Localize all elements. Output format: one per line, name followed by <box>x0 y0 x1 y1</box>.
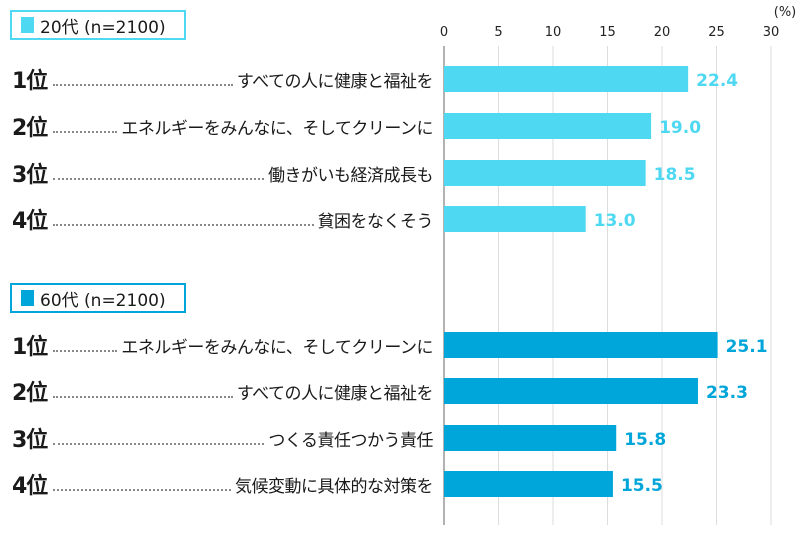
category-row: 4位 貧困をなくそう <box>12 204 433 234</box>
data-label: 13.0 <box>594 211 636 231</box>
dotted-leader <box>53 178 264 180</box>
category-row: 3位 つくる責任つかう責任 <box>12 423 433 453</box>
tick-label: 20 <box>654 25 671 40</box>
bar <box>444 66 689 92</box>
bar <box>444 206 586 232</box>
dotted-leader <box>53 84 233 86</box>
legend: 20代 (n=2100) <box>10 10 186 40</box>
dotted-leader <box>53 489 231 491</box>
tick-label: 15 <box>599 25 616 40</box>
tick-label: 10 <box>545 25 562 40</box>
category-label: すべての人に健康と福祉を <box>236 71 434 92</box>
rank-label: 2位 <box>12 381 48 406</box>
bar <box>444 113 652 139</box>
legend-swatch <box>21 17 34 33</box>
dotted-leader <box>53 396 233 398</box>
bar <box>444 425 617 451</box>
category-row: 2位 すべての人に健康と福祉を <box>12 376 434 406</box>
bar <box>444 160 646 186</box>
data-label: 25.1 <box>726 337 768 357</box>
data-label: 18.5 <box>654 165 696 185</box>
bar <box>444 332 718 358</box>
rank-label: 3位 <box>12 163 48 188</box>
rank-label: 2位 <box>12 116 48 141</box>
tick-label: 30 <box>763 25 780 40</box>
rank-label: 1位 <box>12 69 48 94</box>
dotted-leader <box>53 224 314 226</box>
category-label: 働きがいも経済成長も <box>268 165 434 186</box>
category-label: つくる責任つかう責任 <box>268 430 433 451</box>
rank-label: 4位 <box>12 474 48 499</box>
data-label: 15.5 <box>621 476 663 496</box>
data-label: 19.0 <box>659 118 701 138</box>
data-label: 15.8 <box>624 430 666 450</box>
tick-label: 0 <box>440 25 448 40</box>
bar <box>444 378 698 404</box>
category-row: 3位 働きがいも経済成長も <box>12 158 434 188</box>
dotted-leader <box>53 443 265 445</box>
legend-label: 60代 (n=2100) <box>40 290 166 311</box>
legend: 60代 (n=2100) <box>10 283 186 313</box>
category-label: エネルギーをみんなに、そしてクリーンに <box>121 337 433 358</box>
category-label: エネルギーをみんなに、そしてクリーンに <box>121 118 433 139</box>
legend-swatch <box>21 290 34 306</box>
category-row: 2位 エネルギーをみんなに、そしてクリーンに <box>12 111 433 141</box>
rank-label: 1位 <box>12 335 48 360</box>
data-label: 22.4 <box>696 71 738 91</box>
rank-label: 4位 <box>12 209 48 234</box>
category-label: すべての人に健康と福祉を <box>236 383 434 404</box>
category-row: 1位 すべての人に健康と福祉を <box>12 64 434 94</box>
tick-label: 5 <box>494 25 502 40</box>
data-label: 23.3 <box>706 383 748 403</box>
category-label: 気候変動に具体的な対策を <box>235 476 434 497</box>
rank-label: 3位 <box>12 428 48 453</box>
dotted-leader <box>53 350 118 352</box>
legend-label: 20代 (n=2100) <box>40 17 166 38</box>
unit-label: (%) <box>774 5 797 20</box>
dotted-leader <box>53 131 118 133</box>
tick-label: 25 <box>708 25 725 40</box>
category-row: 4位 気候変動に具体的な対策を <box>12 469 434 499</box>
bar <box>444 471 613 497</box>
category-row: 1位 エネルギーをみんなに、そしてクリーンに <box>12 330 433 360</box>
category-label: 貧困をなくそう <box>317 211 434 232</box>
